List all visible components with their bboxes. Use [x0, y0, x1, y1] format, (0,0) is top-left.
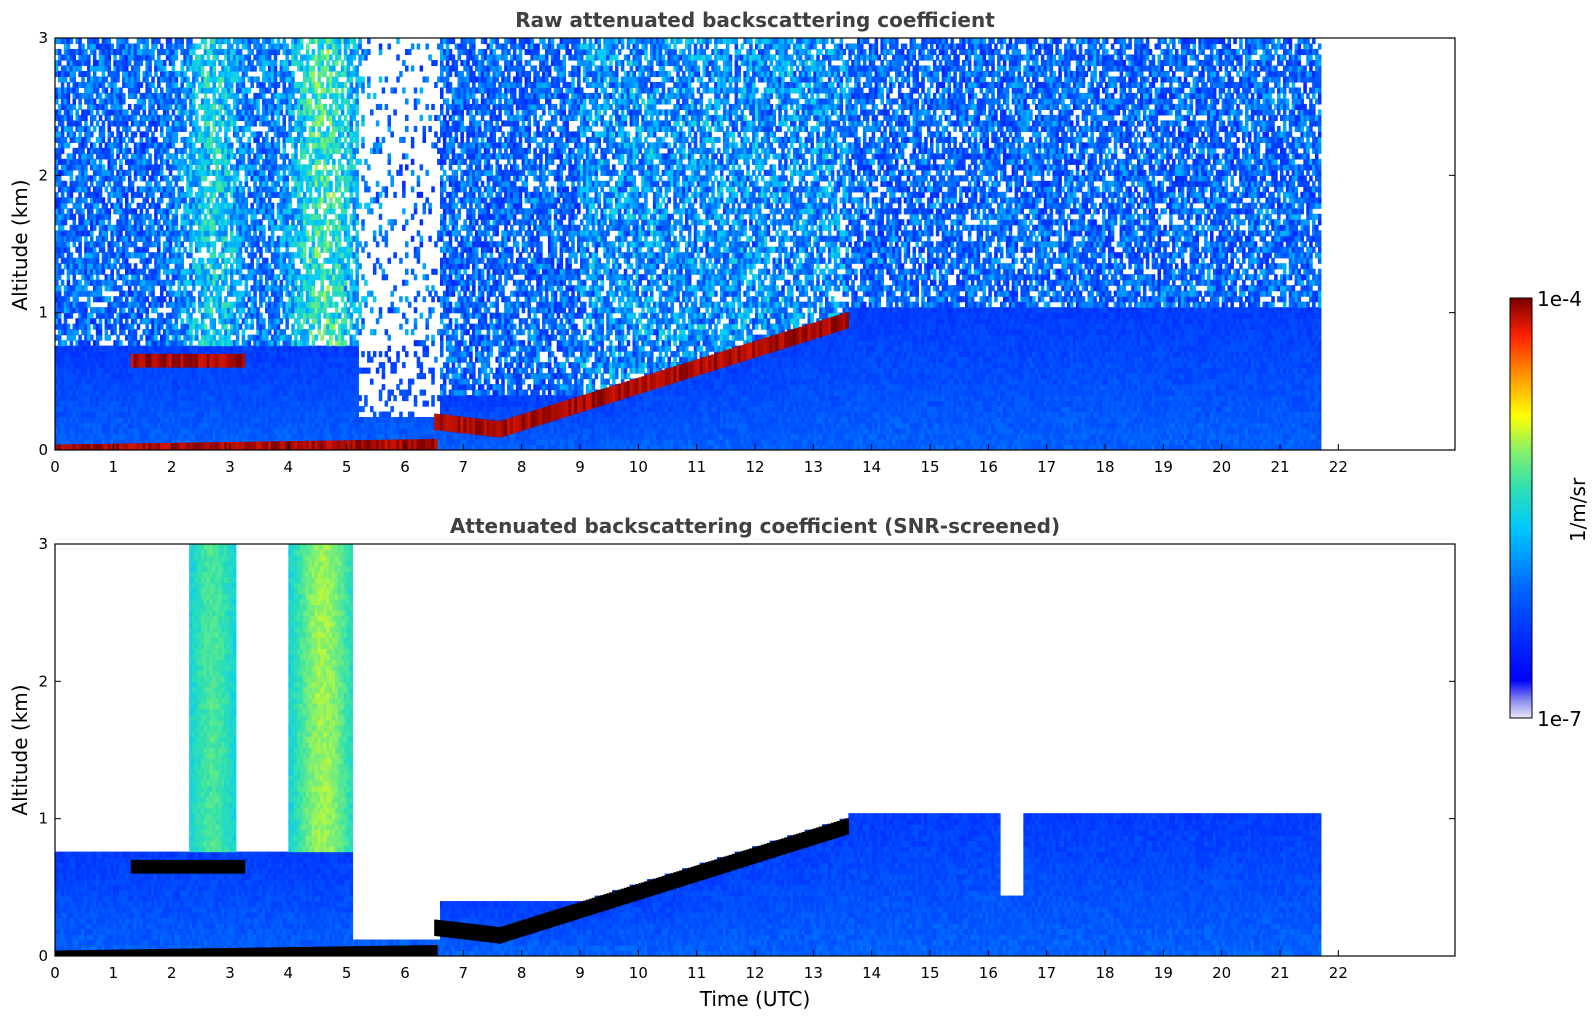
x-tick-label: 2: [167, 458, 177, 476]
x-tick-label: 4: [284, 458, 294, 476]
y-tick-label: 2: [38, 672, 48, 690]
x-tick-label: 16: [979, 458, 998, 476]
y-tick-label: 1: [38, 810, 48, 828]
x-tick-label: 1: [109, 458, 119, 476]
colorbar: 1e-4 1e-7 1/m/sr: [1509, 287, 1590, 731]
x-axis-label: Time (UTC): [699, 987, 811, 1011]
y-axis: 0 1 2 3: [38, 535, 1455, 965]
x-tick-label: 8: [517, 458, 527, 476]
y-tick-label: 1: [38, 304, 48, 322]
x-tick-label: 21: [1270, 458, 1289, 476]
x-tick-label: 10: [629, 964, 648, 982]
x-tick-label: 5: [342, 964, 352, 982]
raw-backscatter-panel: Raw attenuated backscattering coefficien…: [8, 8, 1456, 476]
x-tick-label: 9: [575, 458, 585, 476]
panel-title: Raw attenuated backscattering coefficien…: [515, 8, 995, 32]
x-tick-label: 11: [687, 458, 706, 476]
x-tick-label: 14: [862, 458, 881, 476]
x-tick-label: 20: [1212, 964, 1231, 982]
y-axis-label: Altitude (km): [8, 179, 32, 310]
x-tick-label: 16: [979, 964, 998, 982]
y-tick-label: 0: [38, 947, 48, 965]
x-tick-label: 22: [1329, 458, 1348, 476]
x-tick-label: 13: [804, 458, 823, 476]
x-tick-label: 22: [1329, 964, 1348, 982]
x-tick-label: 5: [342, 458, 352, 476]
colorbar-scale: [1509, 297, 1533, 719]
x-tick-label: 12: [745, 964, 764, 982]
heatmap-image: [55, 544, 1322, 956]
x-tick-label: 12: [745, 458, 764, 476]
x-tick-label: 9: [575, 964, 585, 982]
colorbar-max-label: 1e-4: [1537, 287, 1582, 311]
x-tick-label: 17: [1037, 964, 1056, 982]
x-tick-label: 10: [629, 458, 648, 476]
x-axis: 0 1 2 3 4 5 6 7 8 9 10 11 12 13 14 15 16 17 18 19 20 21 22: [50, 950, 1348, 982]
x-tick-label: 15: [920, 964, 939, 982]
x-tick-label: 15: [920, 458, 939, 476]
heatmap-image: [55, 38, 1322, 450]
x-tick-label: 8: [517, 964, 527, 982]
x-tick-label: 6: [400, 964, 410, 982]
snr-screened-panel: Attenuated backscattering coefficient (S…: [8, 514, 1456, 1011]
x-tick-label: 19: [1154, 964, 1173, 982]
y-tick-label: 0: [38, 441, 48, 459]
x-tick-label: 18: [1095, 458, 1114, 476]
x-tick-label: 20: [1212, 458, 1231, 476]
colorbar-min-label: 1e-7: [1537, 707, 1582, 731]
colorbar-unit-label: 1/m/sr: [1566, 477, 1590, 542]
x-tick-label: 6: [400, 458, 410, 476]
y-tick-label: 3: [38, 29, 48, 47]
y-axis: 0 1 2 3: [38, 29, 1455, 459]
y-axis-label: Altitude (km): [8, 684, 32, 815]
x-tick-label: 21: [1270, 964, 1289, 982]
y-tick-label: 2: [38, 166, 48, 184]
x-tick-label: 13: [804, 964, 823, 982]
x-tick-label: 11: [687, 964, 706, 982]
x-tick-label: 2: [167, 964, 177, 982]
x-tick-label: 14: [862, 964, 881, 982]
x-tick-label: 18: [1095, 964, 1114, 982]
x-tick-label: 3: [225, 964, 235, 982]
x-tick-label: 0: [50, 458, 60, 476]
y-tick-label: 3: [38, 535, 48, 553]
x-tick-label: 19: [1154, 458, 1173, 476]
x-tick-label: 3: [225, 458, 235, 476]
x-tick-label: 1: [109, 964, 119, 982]
x-tick-label: 7: [459, 964, 469, 982]
x-tick-label: 7: [459, 458, 469, 476]
panel-title: Attenuated backscattering coefficient (S…: [450, 514, 1060, 538]
x-tick-label: 4: [284, 964, 294, 982]
x-tick-label: 17: [1037, 458, 1056, 476]
x-axis: 0 1 2 3 4 5 6 7 8 9 10 11 12 13 14 15 16 17 18 19 20 21 22: [50, 444, 1348, 476]
x-tick-label: 0: [50, 964, 60, 982]
